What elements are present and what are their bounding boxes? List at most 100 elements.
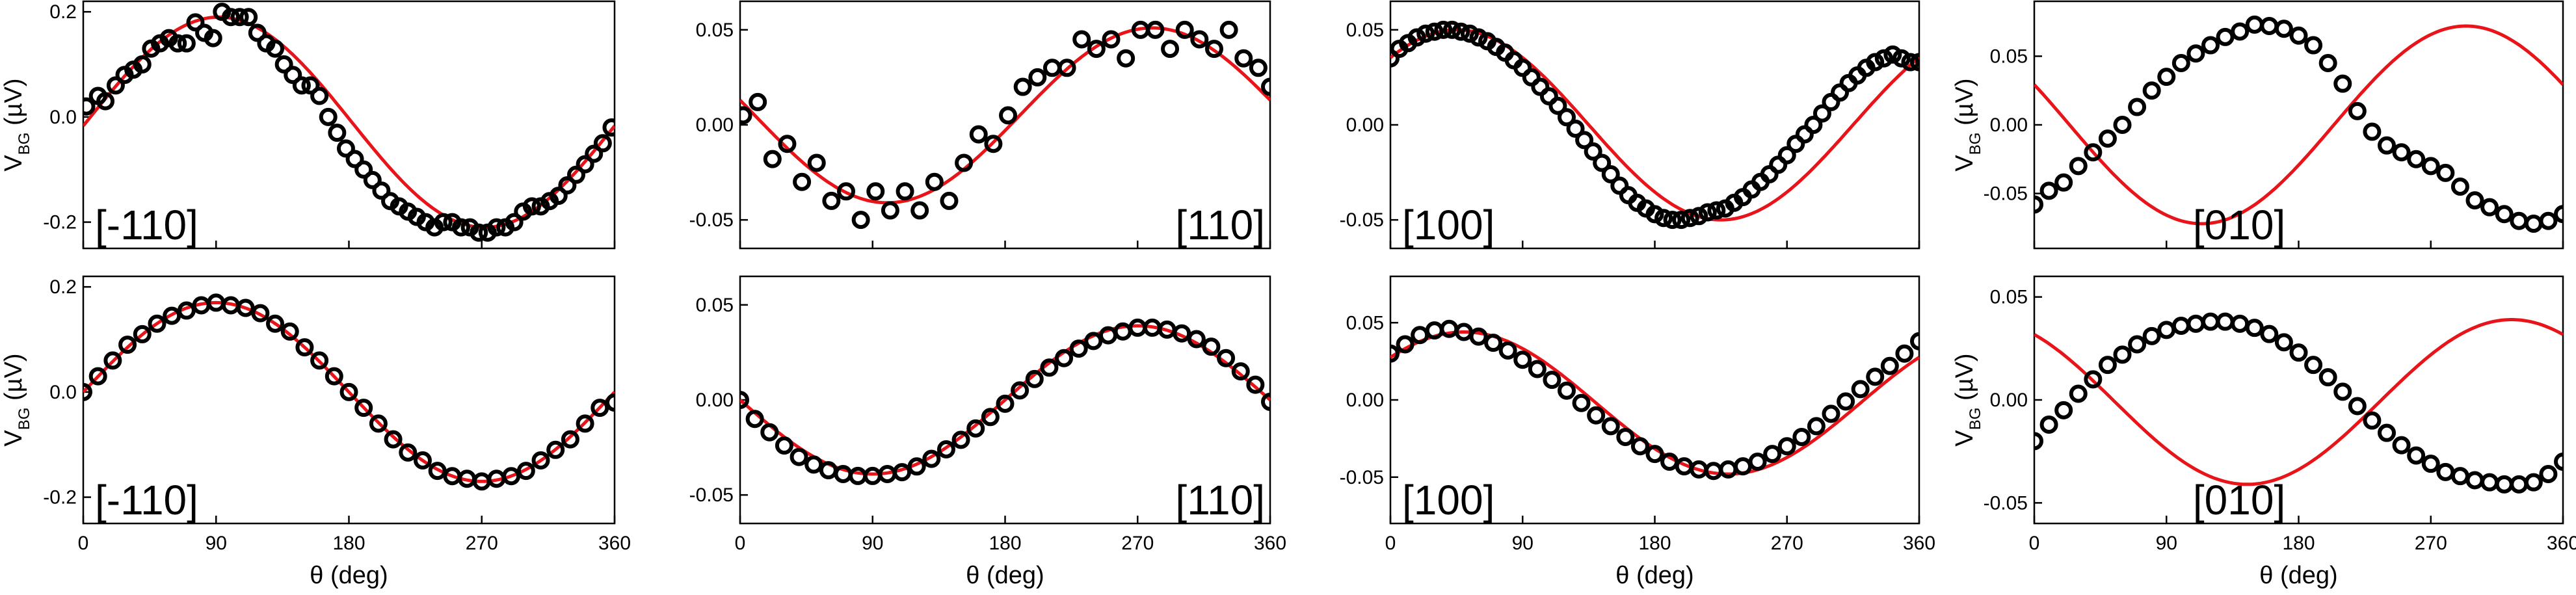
data-point [2069,157,2088,176]
data-point [1663,211,1682,230]
data-point [1390,344,1400,363]
data-point [204,29,222,47]
x-tick-label: 360 [2547,533,2576,554]
data-point [1866,367,1885,386]
x-tick-label: 180 [2282,533,2315,554]
data-point [1175,20,1194,39]
data-point [487,218,506,237]
x-tick-label: 0 [735,533,746,554]
data-point [1234,49,1253,68]
data-point [505,213,524,231]
data-point [2171,54,2190,72]
data-point [546,440,565,459]
data-point [2084,370,2103,389]
data-point [558,176,577,194]
data-point [1807,417,1826,436]
data-point [1042,59,1061,77]
data-point [1786,135,1805,153]
data-point [2231,314,2250,333]
data-point [148,314,166,333]
direction-label: [110] [1175,202,1265,248]
data-point [1630,437,1649,456]
data-point [502,467,521,486]
y-tick-label: 0.00 [1346,114,1384,136]
data-point [310,351,329,370]
y-tick-label: -0.2 [43,212,77,233]
data-point [2524,473,2543,492]
data-point [2157,321,2176,339]
data-point [470,223,488,242]
data-point [2171,317,2190,335]
data-point [133,324,152,343]
y-tick-label: -0.05 [1984,183,2028,205]
data-point [413,451,432,469]
y-tick-label: -0.05 [1340,467,1384,488]
data-point [793,172,812,191]
data-point [1442,20,1461,39]
data-point [2201,312,2220,331]
data-point [1190,30,1209,49]
data-point [1469,28,1488,47]
data-point [2098,129,2117,148]
data-point [1901,53,1919,72]
data-point [763,150,782,168]
data-point [2333,74,2352,93]
data-point [760,423,779,442]
data-point [1748,453,1767,471]
data-point [1261,392,1270,411]
panel-2: 0.05 0.00 -0.05 [110] [689,0,1271,250]
data-point [2289,26,2308,45]
data-point [2054,173,2073,192]
data-point [1469,327,1488,346]
data-point [2407,150,2426,168]
y-tick-label: 0.05 [1346,312,1384,334]
fit-curve [740,26,1270,205]
data-point [177,34,196,53]
data-point [1407,28,1426,47]
data-point [2186,44,2205,63]
data-point [2450,467,2469,486]
data-point [1558,381,1576,400]
direction-label: [-110] [95,477,198,523]
data-point [984,135,1003,153]
panel-6: 0.05 0.00 -0.05 0 90 180 270 360 θ (deg) [110] [689,275,1286,589]
y-tick-label: -0.2 [43,487,77,509]
data-point [1910,53,1919,72]
x-tick-label: 270 [2415,533,2447,554]
y-tick-label: 0.05 [1990,46,2028,67]
data-point [336,139,355,158]
data-point [1880,356,1899,375]
data-point [2363,411,2382,430]
data-point [2539,211,2558,230]
data-point [1910,332,1919,350]
data-point [1219,20,1238,39]
data-point [1851,380,1870,399]
data-point [2113,345,2132,364]
data-point [1028,68,1047,86]
data-point [372,181,391,200]
direction-label: [100] [1402,477,1494,523]
data-point [1874,49,1893,68]
x-tick-label: 0 [1385,533,1396,554]
data-point [740,106,752,125]
data-point [951,430,970,449]
x-axis-label: θ (deg) [2259,562,2337,589]
data-point [561,430,579,449]
y-axis-label: VBG (µV) [1951,78,1984,171]
data-point [2084,143,2103,162]
data-point [2274,333,2293,352]
data-point [749,92,767,111]
x-tick-label: 90 [1512,533,1534,554]
data-point [1698,203,1717,222]
data-point [1425,22,1444,41]
data-point [940,191,959,210]
data-point [1831,83,1850,102]
data-point [2421,157,2440,176]
data-point [163,306,181,325]
data-point [1249,59,1268,77]
data-point [778,135,797,153]
data-point [2436,462,2455,481]
x-tick-label: 0 [78,533,89,554]
data-point [2142,81,2161,100]
data-point [328,124,347,142]
